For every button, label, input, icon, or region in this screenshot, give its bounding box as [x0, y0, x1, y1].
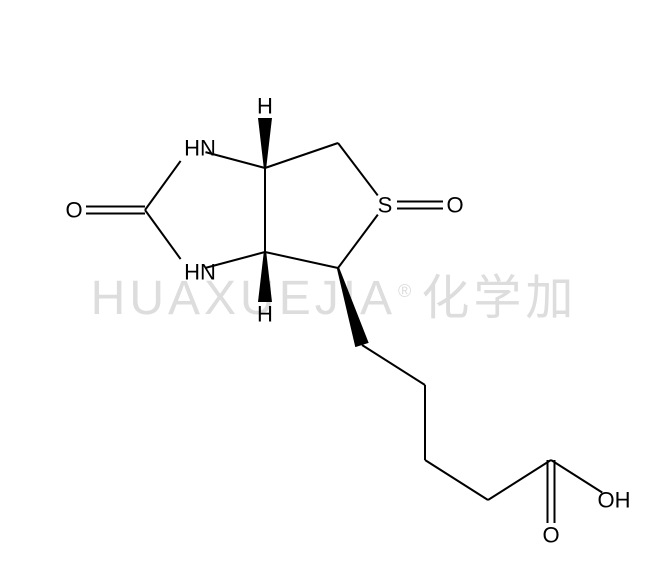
bonds-layer — [86, 143, 602, 523]
atom-label-H6: H — [257, 302, 273, 327]
atom-label-N4: HN — [184, 260, 216, 285]
bond-line — [338, 143, 378, 195]
bond-line — [338, 215, 378, 268]
bond-line — [265, 143, 338, 168]
atom-label-O8: O — [446, 193, 463, 218]
bond-line — [145, 210, 181, 259]
atom-label-O1: O — [65, 198, 82, 223]
atom-label-O15: O — [542, 523, 559, 548]
bond-line — [425, 460, 488, 500]
molecule-svg: O HN HN H H S O O OH — [0, 0, 668, 585]
bond-line — [145, 161, 181, 210]
atom-label-N3: HN — [184, 136, 216, 161]
bond-line — [488, 460, 551, 500]
bond-line — [362, 345, 425, 385]
bond-line — [551, 460, 602, 492]
bond-line — [265, 252, 338, 268]
wedge-solid — [258, 252, 272, 302]
atom-label-H5: H — [257, 94, 273, 119]
wedge-solid — [337, 268, 369, 347]
atom-label-S8: S — [378, 193, 393, 218]
labels-layer: O HN HN H H S O O OH — [65, 94, 630, 548]
wedge-solid — [258, 118, 272, 168]
atom-label-O16: OH — [598, 488, 631, 513]
